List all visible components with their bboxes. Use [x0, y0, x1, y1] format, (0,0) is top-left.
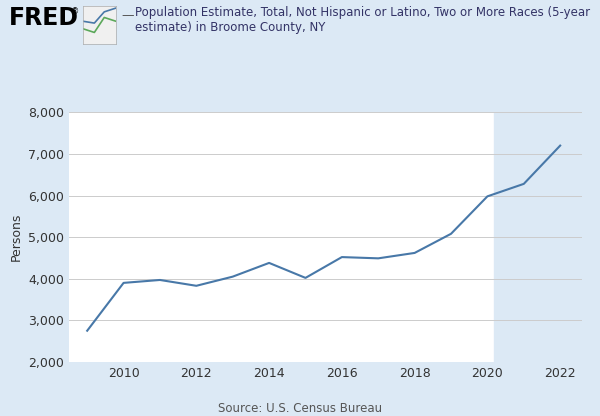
Bar — [494, 112, 582, 362]
Text: Population Estimate, Total, Not Hispanic or Latino, Two or More Races (5-year
es: Population Estimate, Total, Not Hispanic… — [135, 6, 590, 34]
Text: FRED: FRED — [9, 6, 79, 30]
Text: —: — — [121, 9, 134, 22]
Y-axis label: Persons: Persons — [10, 213, 23, 261]
Text: ®: ® — [71, 7, 79, 16]
Text: Source: U.S. Census Bureau: Source: U.S. Census Bureau — [218, 402, 382, 415]
